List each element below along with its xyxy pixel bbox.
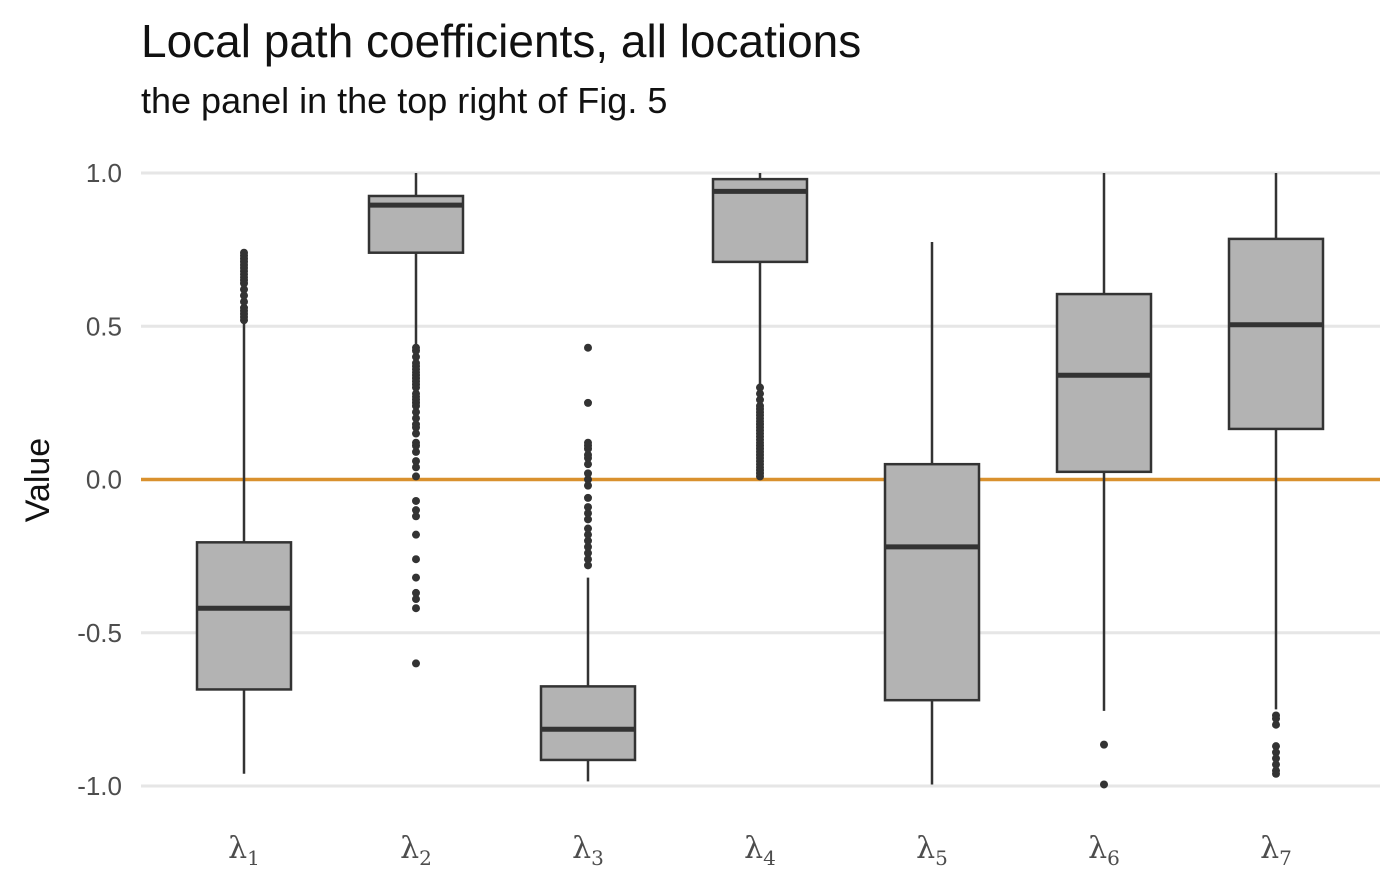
outlier-point — [412, 352, 420, 361]
outlier-point — [584, 555, 592, 564]
box-iqr — [1227, 237, 1325, 431]
box-iqr — [1055, 292, 1153, 474]
outlier-point — [412, 414, 420, 423]
outlier-point — [1272, 754, 1280, 763]
outlier-point — [584, 469, 592, 478]
outlier-point — [584, 460, 592, 469]
outlier-point — [240, 248, 248, 257]
outlier-point — [756, 389, 764, 398]
outlier-point — [1272, 720, 1280, 729]
outlier-point — [412, 457, 420, 466]
y-axis-label: Value — [19, 438, 57, 522]
x-tick-label: λ2 — [400, 831, 432, 870]
outlier-point — [240, 291, 248, 300]
outlier-point — [756, 383, 764, 392]
chart-title: Local path coefficients, all locations — [141, 15, 862, 67]
outlier-point — [584, 549, 592, 558]
outlier-point — [412, 604, 420, 613]
outlier-point — [412, 359, 420, 368]
box-iqr — [195, 541, 293, 691]
outlier-point — [1272, 760, 1280, 769]
x-tick-label: λ6 — [1088, 831, 1120, 870]
y-tick-label: 0.0 — [86, 465, 122, 495]
chart-subtitle: the panel in the top right of Fig. 5 — [141, 80, 668, 121]
box-group-4 — [711, 173, 809, 481]
box-iqr — [539, 685, 637, 762]
outlier-point — [1272, 769, 1280, 778]
box-group-2 — [367, 173, 465, 668]
box-group-7 — [1227, 173, 1325, 778]
box-group-5 — [883, 241, 981, 785]
outlier-point — [1100, 740, 1108, 749]
outlier-point — [584, 493, 592, 502]
outlier-point — [412, 472, 420, 481]
outlier-point — [584, 542, 592, 551]
outlier-point — [412, 573, 420, 582]
outlier-point — [1272, 748, 1280, 757]
outlier-point — [584, 530, 592, 539]
outlier-point — [584, 536, 592, 545]
outlier-point — [412, 429, 420, 438]
outlier-point — [756, 395, 764, 404]
y-tick-label: 1.0 — [86, 158, 122, 188]
outlier-point — [584, 343, 592, 352]
outlier-point — [412, 555, 420, 564]
outlier-point — [412, 506, 420, 515]
outlier-point — [584, 438, 592, 447]
outlier-point — [412, 447, 420, 456]
outlier-point — [412, 343, 420, 352]
box-iqr — [883, 462, 981, 702]
outlier-point — [412, 512, 420, 521]
outlier-point — [240, 297, 248, 306]
outlier-point — [584, 450, 592, 459]
y-tick-label: -0.5 — [77, 618, 122, 648]
x-axis-ticks: λ1 λ2 λ3 λ4 λ5 λ6 λ7 — [228, 831, 1292, 870]
outlier-point — [584, 398, 592, 407]
x-tick-label: λ3 — [572, 831, 604, 870]
outlier-point — [584, 561, 592, 570]
y-tick-label: 0.5 — [86, 311, 122, 341]
outlier-point — [584, 515, 592, 524]
outlier-point — [584, 481, 592, 490]
x-tick-label: λ7 — [1260, 831, 1292, 870]
box-group-1 — [195, 248, 293, 774]
outlier-point — [584, 503, 592, 512]
outlier-point — [412, 595, 420, 604]
outlier-point — [1100, 780, 1108, 789]
x-tick-label: λ5 — [916, 831, 948, 870]
outlier-point — [756, 401, 764, 410]
outlier-point — [584, 509, 592, 518]
outlier-point — [412, 389, 420, 398]
box-group-6 — [1055, 173, 1153, 789]
outlier-point — [584, 475, 592, 484]
outlier-point — [240, 285, 248, 294]
outlier-point — [412, 659, 420, 668]
outlier-point — [412, 588, 420, 597]
outlier-point — [584, 524, 592, 533]
outlier-point — [412, 530, 420, 539]
x-tick-label: λ4 — [744, 831, 776, 870]
outlier-point — [412, 463, 420, 472]
box-group-3 — [539, 343, 637, 782]
outlier-point — [412, 408, 420, 417]
y-axis-ticks: -1.0 -0.5 0.0 0.5 1.0 — [77, 158, 122, 801]
boxes — [195, 173, 1325, 789]
outlier-point — [412, 496, 420, 505]
outlier-point — [412, 438, 420, 447]
outlier-point — [240, 303, 248, 312]
outlier-point — [1272, 742, 1280, 751]
y-tick-label: -1.0 — [77, 771, 122, 801]
outlier-point — [1272, 714, 1280, 723]
x-tick-label: λ1 — [228, 831, 260, 870]
outlier-point — [412, 420, 420, 429]
